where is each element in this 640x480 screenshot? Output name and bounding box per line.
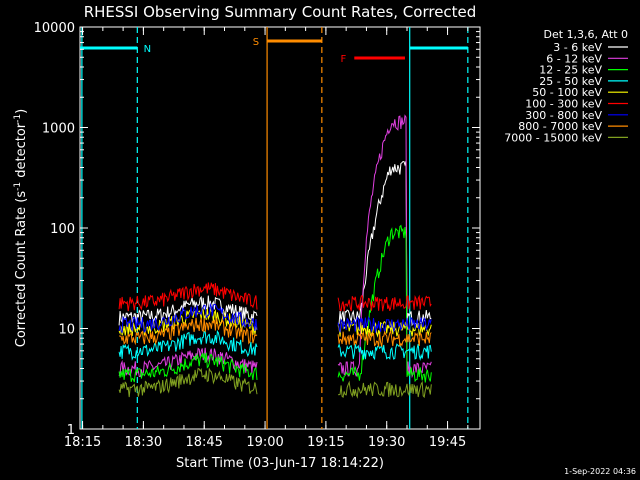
legend-label: 6 - 12 keV: [546, 52, 602, 65]
legend-label: 7000 - 15000 keV: [504, 131, 602, 144]
series-line: [337, 294, 432, 312]
legend-label: 3 - 6 keV: [553, 41, 602, 54]
x-tick-label: 18:45: [185, 435, 222, 450]
y-axis: 1 10 100 1000 10000: [34, 21, 480, 438]
y-tick-label: 10000: [34, 21, 75, 36]
plot-area: N S F: [79, 26, 481, 430]
date-stamp: 1-Sep-2022 04:36: [564, 467, 636, 476]
y-tick-label: 10: [58, 323, 75, 338]
series-line: [337, 224, 432, 383]
legend-label: 800 - 7000 keV: [518, 120, 602, 133]
legend-label: 12 - 25 keV: [539, 64, 602, 77]
series-line: [118, 352, 258, 383]
series-line: [337, 330, 432, 347]
legend-label: 50 - 100 keV: [532, 86, 602, 99]
legend-header: Det 1,3,6, Att 0: [544, 28, 628, 41]
x-tick-label: 18:30: [125, 435, 162, 450]
x-tick-label: 19:00: [246, 435, 283, 450]
legend-label: 25 - 50 keV: [539, 75, 602, 88]
series-line: [118, 282, 258, 312]
series-line: [118, 367, 258, 398]
y-axis-label: Corrected Count Rate (s-1 detector-1): [13, 109, 29, 347]
x-tick-label: 19:30: [368, 435, 405, 450]
series-line: [118, 302, 258, 334]
x-tick-label: 19:15: [307, 435, 344, 450]
x-tick-label: 19:45: [429, 435, 466, 450]
series-line: [118, 330, 258, 361]
series-line: [119, 317, 258, 346]
series-line: [338, 380, 432, 399]
y-tick-label: 100: [50, 222, 75, 237]
series-line: [337, 342, 432, 361]
legend-label: 100 - 300 keV: [525, 98, 602, 111]
y-tick-label: 1000: [42, 122, 75, 137]
y-tick-label: 1: [67, 423, 75, 438]
interval-label-f: F: [341, 54, 347, 65]
x-tick-label: 18:15: [64, 435, 101, 450]
interval-label-s: S: [253, 37, 259, 48]
interval-label-n: N: [144, 44, 151, 55]
x-axis-label: Start Time (03-Jun-17 18:14:22): [176, 456, 384, 471]
series-line: [337, 114, 432, 379]
chart-title: RHESSI Observing Summary Count Rates, Co…: [84, 3, 477, 21]
legend-label: 300 - 800 keV: [525, 109, 602, 122]
x-axis: 18:15 18:30 18:45 19:00 19:15 19:30 19:45: [64, 27, 469, 450]
